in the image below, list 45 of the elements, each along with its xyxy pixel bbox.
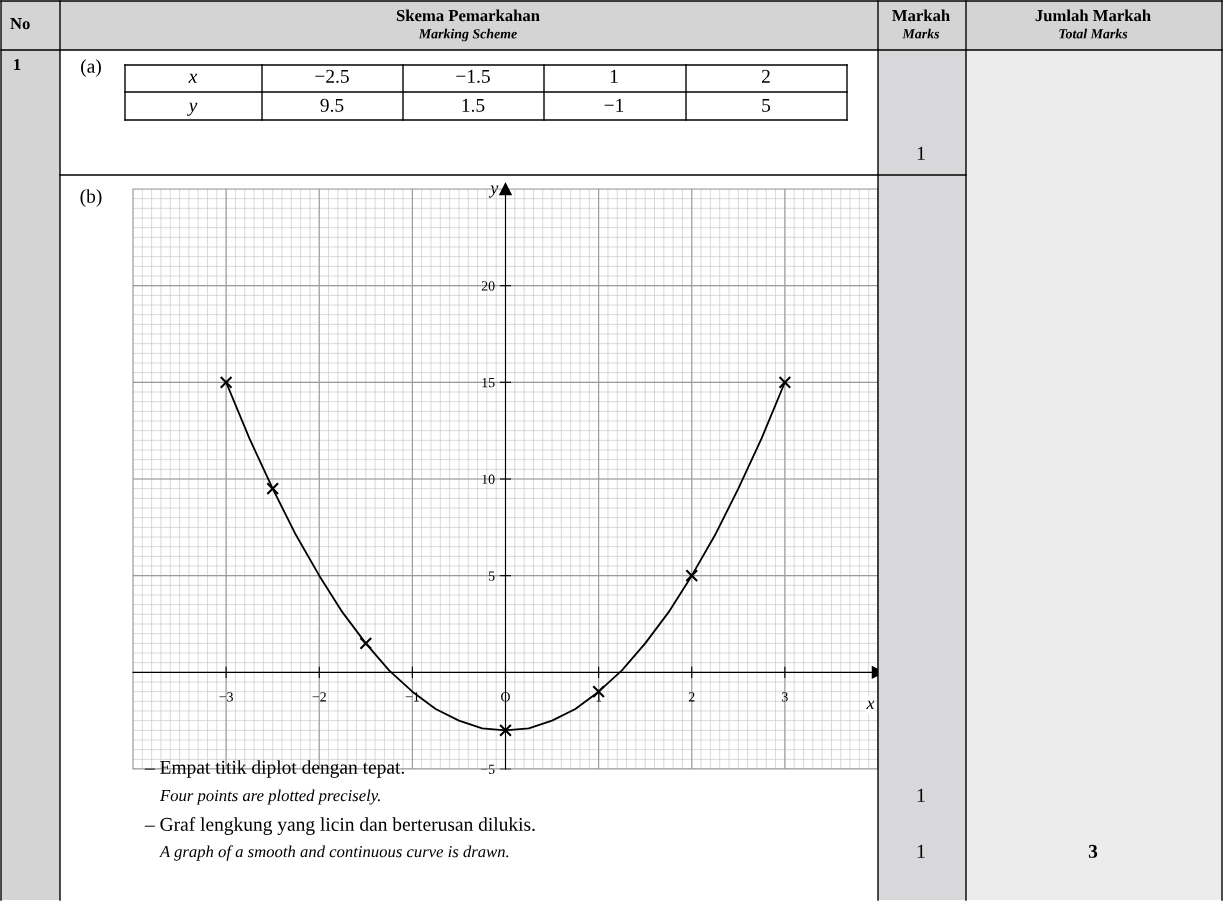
- text: Total Marks: [1059, 28, 1128, 39]
- text: (a): [81, 59, 101, 77]
- text: x: [188, 73, 198, 83]
- x-tick-label: 3: [782, 692, 788, 702]
- y-tick-label: 5: [488, 571, 495, 581]
- text: No: [10, 18, 30, 30]
- text: 1: [917, 844, 925, 858]
- y-tick-label: 20: [481, 281, 495, 291]
- text: Marking Scheme: [418, 28, 517, 42]
- text: −1: [604, 98, 624, 112]
- text: 9.5: [320, 98, 344, 112]
- point: [266, 482, 280, 496]
- text: 1: [917, 788, 925, 802]
- x-tick-label: 2: [688, 692, 695, 702]
- x-tick-label: −3: [219, 692, 233, 702]
- annotation: – Empat titik diplot dengan tepat.: [144, 760, 405, 778]
- text: 1: [610, 69, 618, 83]
- text: 1: [14, 59, 21, 71]
- text: (b): [80, 189, 102, 207]
- text: Four points are plotted precisely.: [159, 789, 380, 805]
- text: 3: [1088, 844, 1098, 858]
- point: [499, 723, 512, 737]
- text: Skema Pemarkahan: [396, 9, 540, 22]
- point: [685, 569, 699, 583]
- point: [359, 636, 373, 650]
- y-tick-label: −5: [481, 764, 495, 774]
- text: Jumlah Markah: [1035, 9, 1151, 22]
- point: [219, 375, 233, 389]
- point: [778, 375, 792, 389]
- text: y: [187, 102, 198, 116]
- text: Markah: [892, 9, 950, 22]
- text: A graph of a smooth and continuous curve is drawn.: [159, 845, 509, 861]
- text: 1: [917, 146, 925, 160]
- y-tick-label: 10: [482, 474, 495, 484]
- y-axis-title: y: [488, 185, 499, 198]
- text: 5: [762, 98, 771, 112]
- text: Marks: [902, 28, 940, 39]
- text: 1.5: [462, 98, 485, 112]
- text: −1.5: [456, 69, 490, 83]
- text: 2: [761, 69, 770, 83]
- text: −2.5: [315, 69, 349, 83]
- x-tick-label: −2: [312, 692, 326, 702]
- x-axis-title: x: [866, 700, 875, 710]
- text: – Graf lengkung yang licin dan berterusan dilukis.: [144, 817, 535, 835]
- y-tick-label: 15: [482, 377, 495, 388]
